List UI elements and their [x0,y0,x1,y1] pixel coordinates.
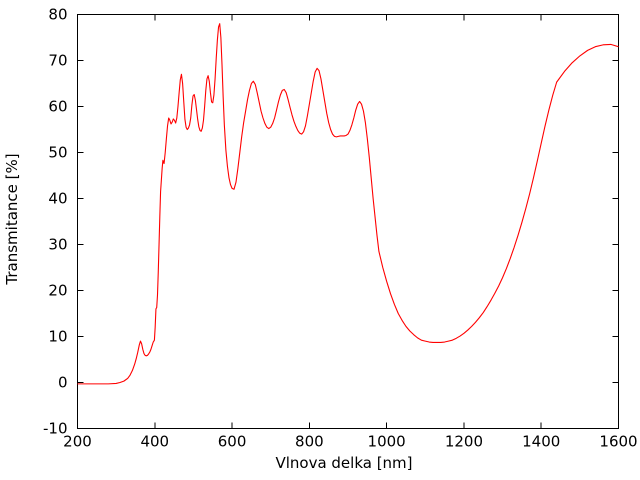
plot-frame [77,14,619,429]
x-axis-title: Vlnova delka [nm] [275,454,412,472]
x-tick-label: 1600 [599,433,637,451]
y-tick-label: 40 [48,190,67,208]
series-line-transmittance [77,23,619,385]
y-tick-label: -10 [43,420,68,438]
x-tick-label: 1200 [445,433,483,451]
y-axis-ticks: -10 0 10 20 30 40 50 60 70 80 [43,6,619,438]
x-tick-label: 200 [63,433,92,451]
y-tick-label: 0 [58,374,68,392]
x-tick-label: 1000 [368,433,406,451]
x-tick-label: 600 [218,433,247,451]
plot-border [77,14,619,429]
data-series-group [77,23,619,385]
y-tick-label: 80 [48,6,67,24]
y-tick-label: 60 [48,98,67,116]
x-tick-label: 800 [295,433,324,451]
y-axis-title: Transmitance [%] [3,153,21,285]
y-tick-label: 10 [48,328,67,346]
x-tick-label: 400 [140,433,169,451]
y-tick-label: 30 [48,236,67,254]
y-tick-label: 20 [48,282,67,300]
y-tick-label: 70 [48,52,67,70]
x-tick-label: 1400 [522,433,560,451]
y-tick-label: 50 [48,144,67,162]
x-axis-ticks: 200 400 600 800 1000 1200 1400 1600 [63,14,638,451]
